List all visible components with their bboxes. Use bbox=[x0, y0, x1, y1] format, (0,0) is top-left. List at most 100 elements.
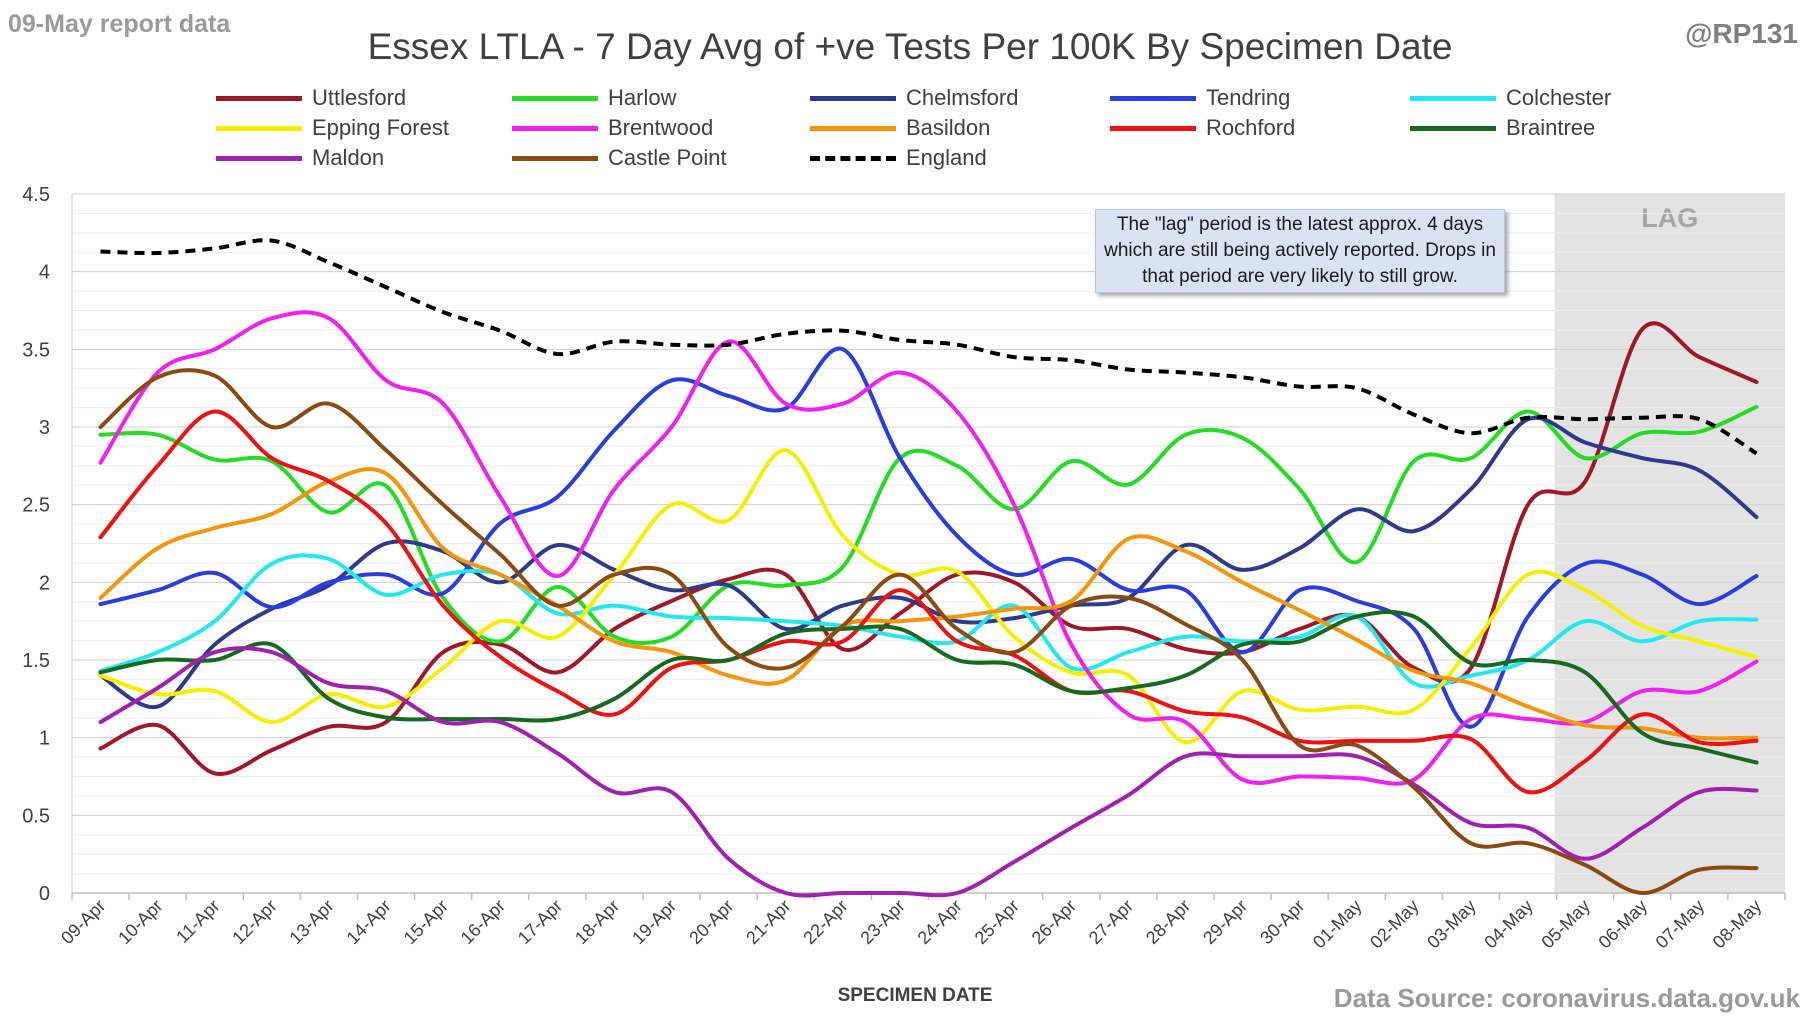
series-line-basildon bbox=[98, 467, 1759, 741]
x-tick-label: 06-May bbox=[1594, 896, 1651, 953]
x-tick-label: 30-Apr bbox=[1256, 896, 1308, 948]
legend-label: Brentwood bbox=[608, 115, 714, 140]
series-line-maldon bbox=[98, 646, 1759, 898]
series-line-castle-point bbox=[98, 368, 1759, 896]
x-tick-label: 18-Apr bbox=[571, 896, 623, 948]
legend-swatch bbox=[810, 95, 896, 101]
x-tick-label: 28-Apr bbox=[1142, 896, 1194, 948]
legend-item-rochford: Rochford bbox=[1110, 113, 1295, 143]
legend-swatch bbox=[216, 125, 302, 131]
series-line-rochford bbox=[98, 409, 1759, 795]
x-tick-label: 05-May bbox=[1537, 896, 1594, 953]
legend-item-castle-point: Castle Point bbox=[512, 143, 727, 173]
legend-item-maldon: Maldon bbox=[216, 143, 384, 173]
legend-label: Castle Point bbox=[608, 145, 727, 170]
gridlines bbox=[71, 193, 1785, 894]
x-tick-label: 26-Apr bbox=[1028, 896, 1080, 948]
legend-item-uttlesford: Uttlesford bbox=[216, 83, 406, 113]
legend-label: Uttlesford bbox=[312, 85, 407, 110]
series-line-tendring bbox=[98, 346, 1759, 729]
y-tick-label: 4 bbox=[39, 262, 50, 284]
legend-item-epping-forest: Epping Forest bbox=[216, 113, 449, 143]
y-tick-label: 3 bbox=[39, 417, 50, 439]
x-tick-label: 19-Apr bbox=[628, 896, 680, 948]
legend-label: Braintree bbox=[1506, 115, 1596, 140]
y-tick-label: 3.5 bbox=[22, 339, 50, 361]
legend-swatch bbox=[1110, 95, 1196, 101]
x-tick-label: 20-Apr bbox=[685, 896, 737, 948]
legend-swatch bbox=[810, 125, 896, 131]
lag-label: LAG bbox=[1641, 203, 1698, 233]
lag-note: The "lag" period is the latest approx. 4… bbox=[1095, 209, 1505, 293]
legend-label: Colchester bbox=[1506, 85, 1612, 110]
x-tick-label: 11-Apr bbox=[172, 896, 223, 947]
legend-swatch bbox=[1410, 125, 1496, 131]
legend-label: Harlow bbox=[608, 85, 677, 110]
y-axis: 0 0.5 1 1.5 2 2.5 3 3.5 4 4.5 bbox=[22, 184, 50, 905]
x-tick-label: 12-Apr bbox=[228, 896, 280, 948]
y-tick-label: 0.5 bbox=[22, 805, 50, 827]
series-line-uttlesford bbox=[98, 321, 1759, 776]
legend-item-tendring: Tendring bbox=[1110, 83, 1290, 113]
series-line-braintree bbox=[98, 609, 1759, 765]
report-date: 09-May report data bbox=[8, 10, 231, 38]
x-tick-label: 10-Apr bbox=[114, 896, 166, 948]
x-tick-label: 01-May bbox=[1309, 896, 1366, 953]
x-tick-label: 27-Apr bbox=[1085, 896, 1137, 948]
y-tick-label: 4.5 bbox=[22, 184, 50, 206]
y-tick-label: 0 bbox=[39, 883, 50, 905]
legend-swatch bbox=[1410, 95, 1496, 101]
legend-label: Chelmsford bbox=[906, 85, 1019, 110]
x-tick-label: 09-Apr bbox=[57, 896, 109, 948]
data-source: Data Source: coronavirus.data.gov.uk bbox=[1333, 983, 1800, 1013]
series-lines bbox=[98, 238, 1759, 898]
legend-label: Tendring bbox=[1206, 85, 1291, 110]
legend-item-england: England bbox=[810, 143, 987, 173]
x-tick-label: 14-Apr bbox=[343, 896, 395, 948]
legend-item-brentwood: Brentwood bbox=[512, 113, 713, 143]
x-tick-label: 22-Apr bbox=[799, 896, 851, 948]
legend-swatch bbox=[512, 125, 598, 131]
x-tick-label: 02-May bbox=[1366, 896, 1423, 953]
series-line-epping-forest bbox=[98, 448, 1759, 745]
x-tick-label: 17-Apr bbox=[514, 896, 566, 948]
legend-label: Maldon bbox=[312, 145, 385, 170]
y-tick-label: 1 bbox=[39, 728, 50, 750]
legend-swatch bbox=[512, 95, 598, 101]
x-axis-label: SPECIMEN DATE bbox=[838, 985, 993, 1006]
series-line-brentwood bbox=[98, 310, 1759, 786]
legend-item-braintree: Braintree bbox=[1410, 113, 1595, 143]
x-axis: 09-Apr 10-Apr 11-Apr 12-Apr 13-Apr 14-Apr 15-A… bbox=[57, 892, 1786, 953]
x-tick-label: 25-Apr bbox=[971, 896, 1023, 948]
legend-swatch bbox=[216, 95, 302, 101]
legend-swatch bbox=[216, 155, 302, 161]
x-tick-label: 08-May bbox=[1709, 896, 1766, 953]
legend-label: Rochford bbox=[1206, 115, 1296, 140]
legend-item-basildon: Basildon bbox=[810, 113, 990, 143]
series-line-harlow bbox=[98, 404, 1759, 645]
y-tick-label: 2.5 bbox=[22, 495, 50, 517]
x-tick-label: 04-May bbox=[1480, 896, 1537, 953]
x-tick-label: 13-Apr bbox=[285, 896, 337, 948]
legend-swatch bbox=[810, 155, 896, 161]
legend-label: Basildon bbox=[906, 115, 991, 140]
series-line-colchester bbox=[98, 553, 1759, 689]
x-tick-label: 23-Apr bbox=[856, 896, 908, 948]
legend-item-colchester: Colchester bbox=[1410, 83, 1611, 113]
legend-item-harlow: Harlow bbox=[512, 83, 676, 113]
x-tick-label: 15-Apr bbox=[400, 896, 452, 948]
legend-label: Epping Forest bbox=[312, 115, 449, 140]
author-handle: @RP131 bbox=[1685, 18, 1798, 49]
x-tick-label: 21-Apr bbox=[742, 896, 794, 948]
y-tick-label: 1.5 bbox=[22, 650, 50, 672]
x-tick-label: 29-Apr bbox=[1199, 896, 1251, 948]
y-tick-label: 2 bbox=[39, 572, 50, 594]
chart-title: Essex LTLA - 7 Day Avg of +ve Tests Per … bbox=[367, 26, 1453, 67]
series-line-england bbox=[100, 238, 1758, 456]
x-tick-label: 24-Apr bbox=[914, 896, 966, 948]
legend-label: England bbox=[906, 145, 987, 170]
legend-swatch bbox=[1110, 125, 1196, 131]
legend-swatch bbox=[512, 155, 598, 161]
x-tick-label: 16-Apr bbox=[457, 896, 509, 948]
